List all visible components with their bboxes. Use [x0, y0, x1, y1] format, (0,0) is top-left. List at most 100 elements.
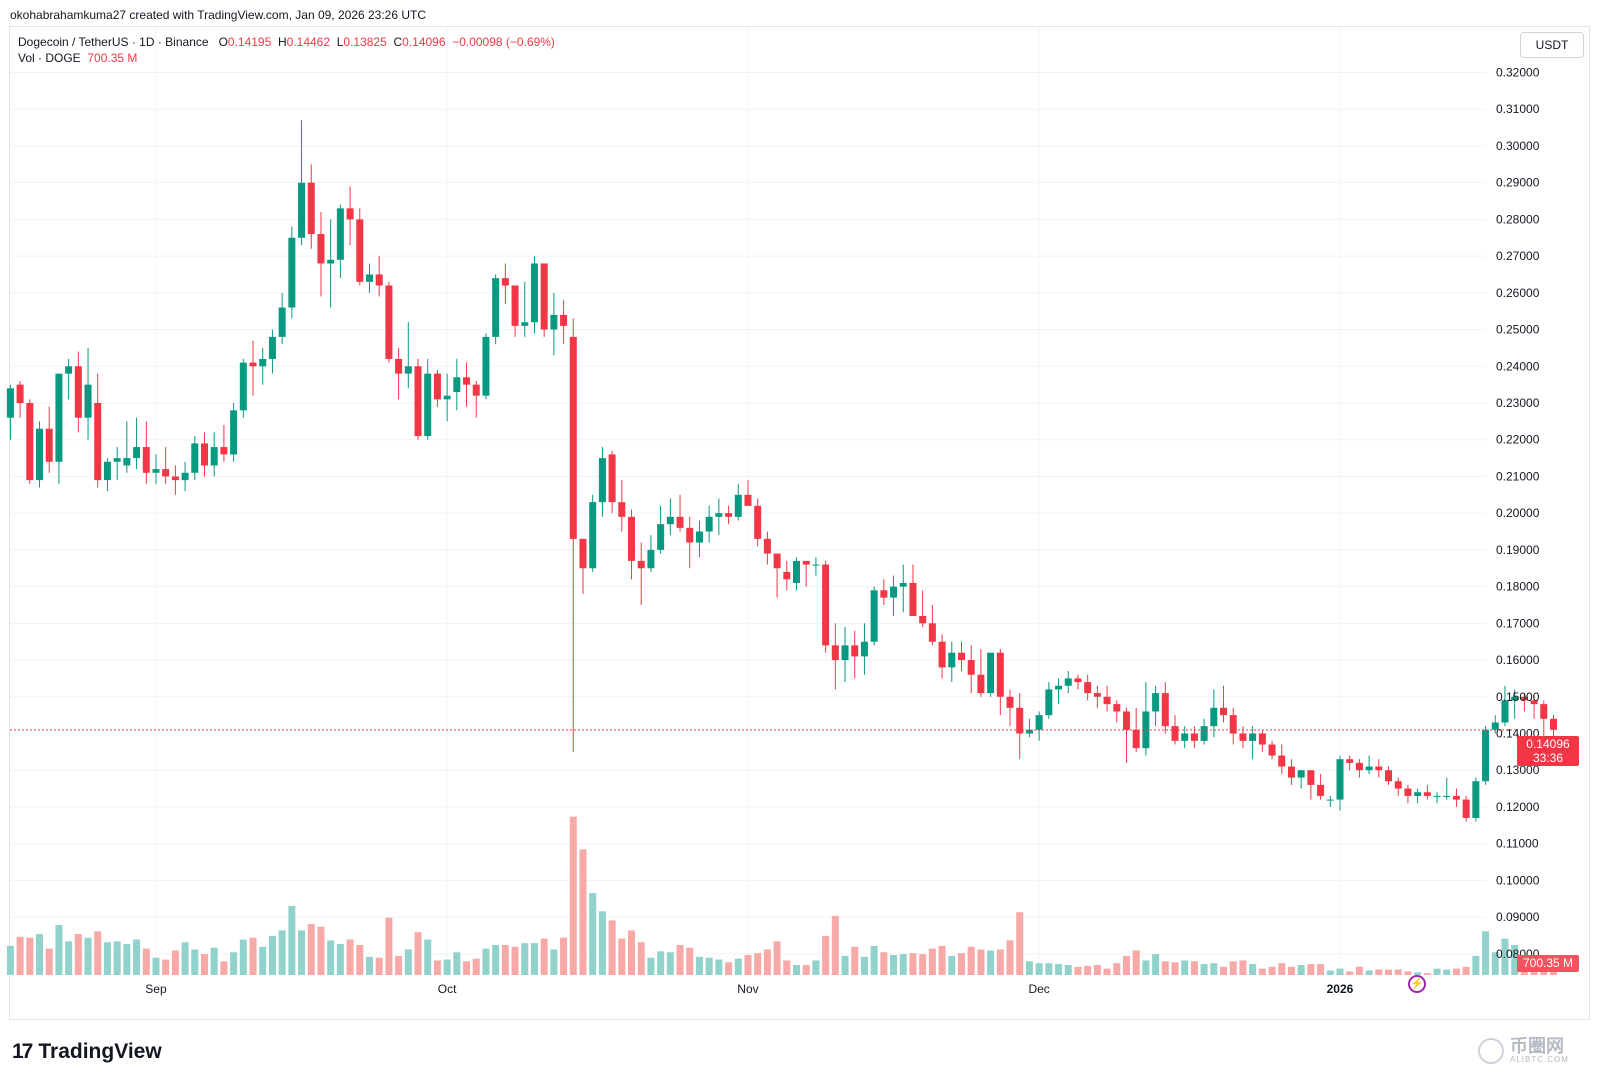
- volume-bar: [239, 939, 247, 975]
- candle-body: [210, 447, 218, 466]
- candle-body: [1501, 700, 1509, 723]
- candle-body: [1055, 685, 1063, 690]
- candle-body: [628, 516, 636, 561]
- candle-body: [1414, 792, 1422, 796]
- candle-body: [1035, 715, 1043, 730]
- symbol-label[interactable]: Dogecoin / TetherUS · 1D · Binance: [18, 35, 209, 49]
- watermark-subtext: ALIBTC.COM: [1510, 1055, 1569, 1064]
- volume-label[interactable]: Vol · DOGE: [18, 51, 81, 65]
- volume-bar: [1472, 955, 1480, 975]
- candle-body: [1181, 733, 1189, 741]
- candle-body: [181, 472, 189, 481]
- volume-bar: [1355, 966, 1363, 975]
- volume-bar: [1181, 960, 1189, 975]
- candle-body: [123, 458, 131, 466]
- lightning-icon[interactable]: ⚡: [1408, 975, 1426, 993]
- volume-bar: [705, 957, 713, 975]
- volume-bar: [909, 953, 917, 975]
- candle-body: [1161, 693, 1169, 727]
- candle-body: [1482, 729, 1490, 782]
- candle-body: [511, 285, 519, 326]
- price-tick-label: 0.13000: [1496, 763, 1540, 777]
- candle-body: [1249, 733, 1257, 741]
- volume-bar: [1210, 963, 1218, 975]
- volume-bar: [1113, 963, 1121, 975]
- volume-bar: [1317, 964, 1325, 975]
- candle-body: [424, 373, 432, 437]
- candle-body: [1190, 733, 1198, 741]
- volume-bar: [928, 948, 936, 975]
- price-tick-label: 0.09000: [1496, 910, 1540, 924]
- candle-body: [890, 586, 898, 598]
- volume-bar: [1491, 952, 1499, 975]
- legend-volume-row: Vol · DOGE 700.35 M: [18, 50, 555, 66]
- candle-body: [1045, 689, 1053, 716]
- price-tick-label: 0.16000: [1496, 653, 1540, 667]
- candle-body: [919, 615, 927, 624]
- candle-body: [74, 366, 82, 418]
- candle-body: [1355, 762, 1363, 771]
- volume-bar: [1045, 963, 1053, 975]
- candle-body: [812, 564, 820, 566]
- price-tick-label: 0.27000: [1496, 249, 1540, 263]
- candle-body: [637, 560, 645, 569]
- volume-bar: [880, 952, 888, 975]
- volume-bar: [133, 939, 141, 975]
- volume-bar: [967, 946, 975, 975]
- candle-body: [1258, 733, 1266, 745]
- close-label: C: [393, 35, 403, 49]
- candle-body: [365, 274, 373, 282]
- candle-body: [278, 307, 286, 337]
- volume-bar: [259, 946, 267, 975]
- volume-bar: [569, 816, 577, 975]
- volume-bar: [220, 961, 228, 975]
- volume-bar: [55, 924, 63, 975]
- volume-bar: [1055, 964, 1063, 975]
- currency-unit-button[interactable]: USDT: [1520, 32, 1584, 58]
- candle-body: [1122, 711, 1130, 730]
- volume-bar: [501, 944, 509, 975]
- candle-body: [1016, 707, 1024, 734]
- close-value: 0.14096: [402, 35, 446, 49]
- candle-body: [695, 531, 703, 543]
- candle-body: [705, 516, 713, 532]
- volume-bar: [1278, 963, 1286, 975]
- volume-bar: [695, 956, 703, 975]
- tradingview-logo[interactable]: 17 TradingView: [12, 1040, 162, 1064]
- candle-body: [948, 652, 956, 668]
- volume-bar: [6, 945, 14, 975]
- volume-bar: [365, 956, 373, 975]
- volume-bar: [598, 911, 606, 975]
- candle-body: [1152, 693, 1160, 712]
- candle-body: [385, 285, 393, 359]
- volume-bar: [628, 930, 636, 975]
- volume-bar: [1365, 970, 1373, 975]
- volume-bar: [317, 926, 325, 975]
- volume-bar: [744, 954, 752, 975]
- low-value: 0.13825: [343, 35, 387, 49]
- candle-body: [977, 674, 985, 694]
- candle-body: [307, 182, 315, 235]
- volume-bar: [1084, 965, 1092, 975]
- price-chart[interactable]: 0.080000.090000.100000.110000.120000.130…: [0, 0, 1600, 1030]
- high-label: H: [277, 35, 287, 49]
- last-price-tag: 0.14096 33:36: [1517, 736, 1579, 766]
- volume-bar: [191, 949, 199, 975]
- volume-bar: [201, 954, 208, 975]
- candle-body: [560, 314, 568, 326]
- volume-bar: [977, 949, 985, 975]
- volume-bar: [1064, 964, 1072, 975]
- candle-body: [16, 384, 24, 403]
- candle-body: [1423, 792, 1431, 796]
- volume-bar: [996, 949, 1004, 975]
- volume-bar: [1326, 970, 1334, 975]
- volume-bar: [579, 849, 587, 975]
- volume-bar: [890, 954, 898, 975]
- tradingview-logo-text: TradingView: [38, 1040, 162, 1063]
- candle-body: [1268, 744, 1276, 756]
- volume-bar: [395, 955, 403, 975]
- candle-body: [463, 377, 471, 385]
- volume-bar: [181, 942, 189, 975]
- candle-body: [802, 560, 810, 565]
- candle-body: [6, 388, 14, 418]
